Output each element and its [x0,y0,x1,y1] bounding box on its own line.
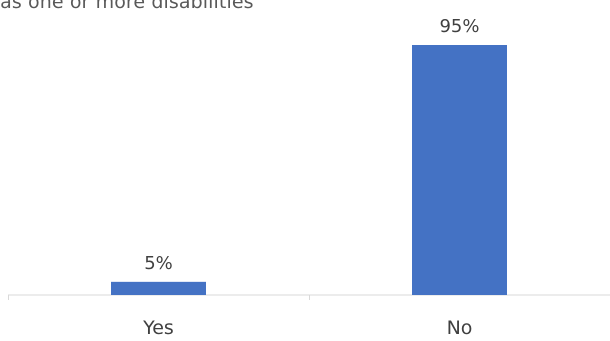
chart-title: has one or more disabilities [0,0,254,13]
bar-yes [111,281,206,295]
data-label-no: 95% [439,16,479,37]
x-tick-label-yes: Yes [142,317,174,337]
data-label-yes: 5% [144,253,173,274]
x-tick-label-no: No [447,317,473,337]
plot-area: 5% Yes 95% No [8,16,610,339]
bar-no [412,45,507,295]
